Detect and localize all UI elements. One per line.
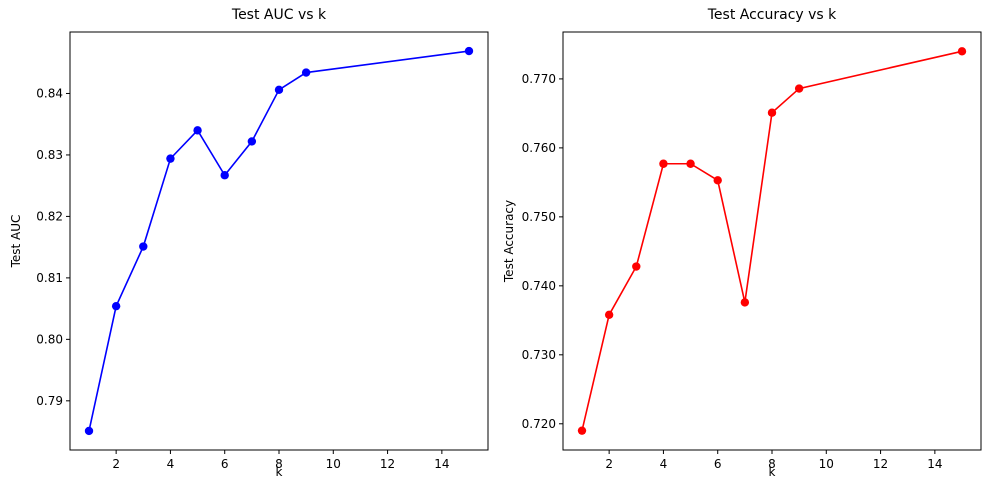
accuracy-chart: Test Accuracy vs k 2 4 6 8 10 12 14 0.720 0.730 0…	[502, 7, 982, 479]
accuracy-data-point	[577, 426, 587, 435]
accuracy-x-tick-label: 8	[768, 457, 776, 471]
accuracy-x-tick-label: 12	[873, 457, 888, 471]
auc-data-point	[274, 85, 284, 94]
accuracy-chart-title: Test Accuracy vs k	[707, 7, 837, 23]
accuracy-data-point	[767, 108, 777, 117]
accuracy-data-point	[604, 310, 614, 320]
auc-y-axis-label: Test AUC	[9, 215, 23, 269]
auc-y-tick-label: 0.84	[36, 86, 63, 100]
auc-x-tick-label: 12	[380, 457, 395, 471]
auc-data-point	[464, 46, 474, 56]
accuracy-x-tick-label: 4	[660, 457, 668, 471]
accuracy-chart-ticks: 2 4 6 8 10 12 14 0.720 0.730 0.740 0.750 0.760 0.770	[522, 72, 943, 471]
accuracy-data-point	[957, 47, 967, 56]
auc-chart-title: Test AUC vs k	[231, 7, 327, 23]
auc-chart-ticks: 2 4 6 8 10 12 14 0.79 0.80 0.81 0.82 0.83 0.84	[36, 86, 449, 471]
accuracy-y-tick-label: 0.720	[522, 417, 556, 431]
auc-series-line	[88, 50, 470, 432]
accuracy-data-point	[632, 262, 641, 271]
accuracy-data-point	[794, 84, 804, 93]
auc-data-point	[220, 171, 229, 180]
auc-y-tick-label: 0.82	[36, 209, 63, 223]
accuracy-x-axis-label: k	[769, 465, 776, 479]
auc-y-tick-label: 0.80	[36, 332, 63, 346]
auc-x-tick-label: 8	[275, 457, 283, 471]
accuracy-data-point	[740, 298, 750, 307]
auc-y-tick-label: 0.79	[36, 394, 63, 408]
accuracy-y-tick-label: 0.770	[522, 72, 556, 86]
auc-data-point	[84, 426, 94, 436]
auc-y-tick-label: 0.83	[36, 148, 63, 162]
auc-x-tick-label: 14	[434, 457, 449, 471]
accuracy-series-line	[581, 50, 963, 431]
auc-series	[84, 46, 474, 436]
auc-data-point	[166, 154, 175, 163]
auc-data-point	[139, 242, 148, 251]
accuracy-y-tick-label: 0.750	[522, 210, 556, 224]
auc-chart-frame	[69, 31, 489, 451]
accuracy-y-axis-label: Test Accuracy	[502, 200, 516, 283]
auc-x-axis-label: k	[276, 465, 283, 479]
auc-data-point	[247, 137, 257, 146]
auc-chart: Test AUC vs k 2 4 6 8 10 12 14 0.79 0.80 0.81 0.82…	[9, 7, 489, 479]
auc-x-tick-label: 6	[221, 457, 229, 471]
accuracy-x-tick-label: 10	[819, 457, 834, 471]
accuracy-chart-frame	[562, 31, 982, 451]
accuracy-y-tick-label: 0.760	[522, 141, 556, 155]
auc-data-point	[111, 301, 121, 311]
accuracy-x-tick-label: 6	[714, 457, 722, 471]
auc-y-tick-label: 0.81	[36, 271, 63, 285]
accuracy-series	[577, 47, 967, 435]
auc-x-tick-label: 2	[112, 457, 120, 471]
accuracy-x-tick-label: 14	[927, 457, 942, 471]
auc-data-point	[301, 68, 311, 77]
auc-x-tick-label: 10	[326, 457, 341, 471]
accuracy-data-point	[659, 159, 668, 168]
auc-data-point	[193, 126, 202, 135]
accuracy-y-tick-label: 0.730	[522, 348, 556, 362]
auc-x-tick-label: 4	[167, 457, 175, 471]
accuracy-y-tick-label: 0.740	[522, 279, 556, 293]
accuracy-x-tick-label: 2	[605, 457, 613, 471]
accuracy-data-point	[713, 176, 722, 185]
accuracy-data-point	[686, 159, 695, 168]
